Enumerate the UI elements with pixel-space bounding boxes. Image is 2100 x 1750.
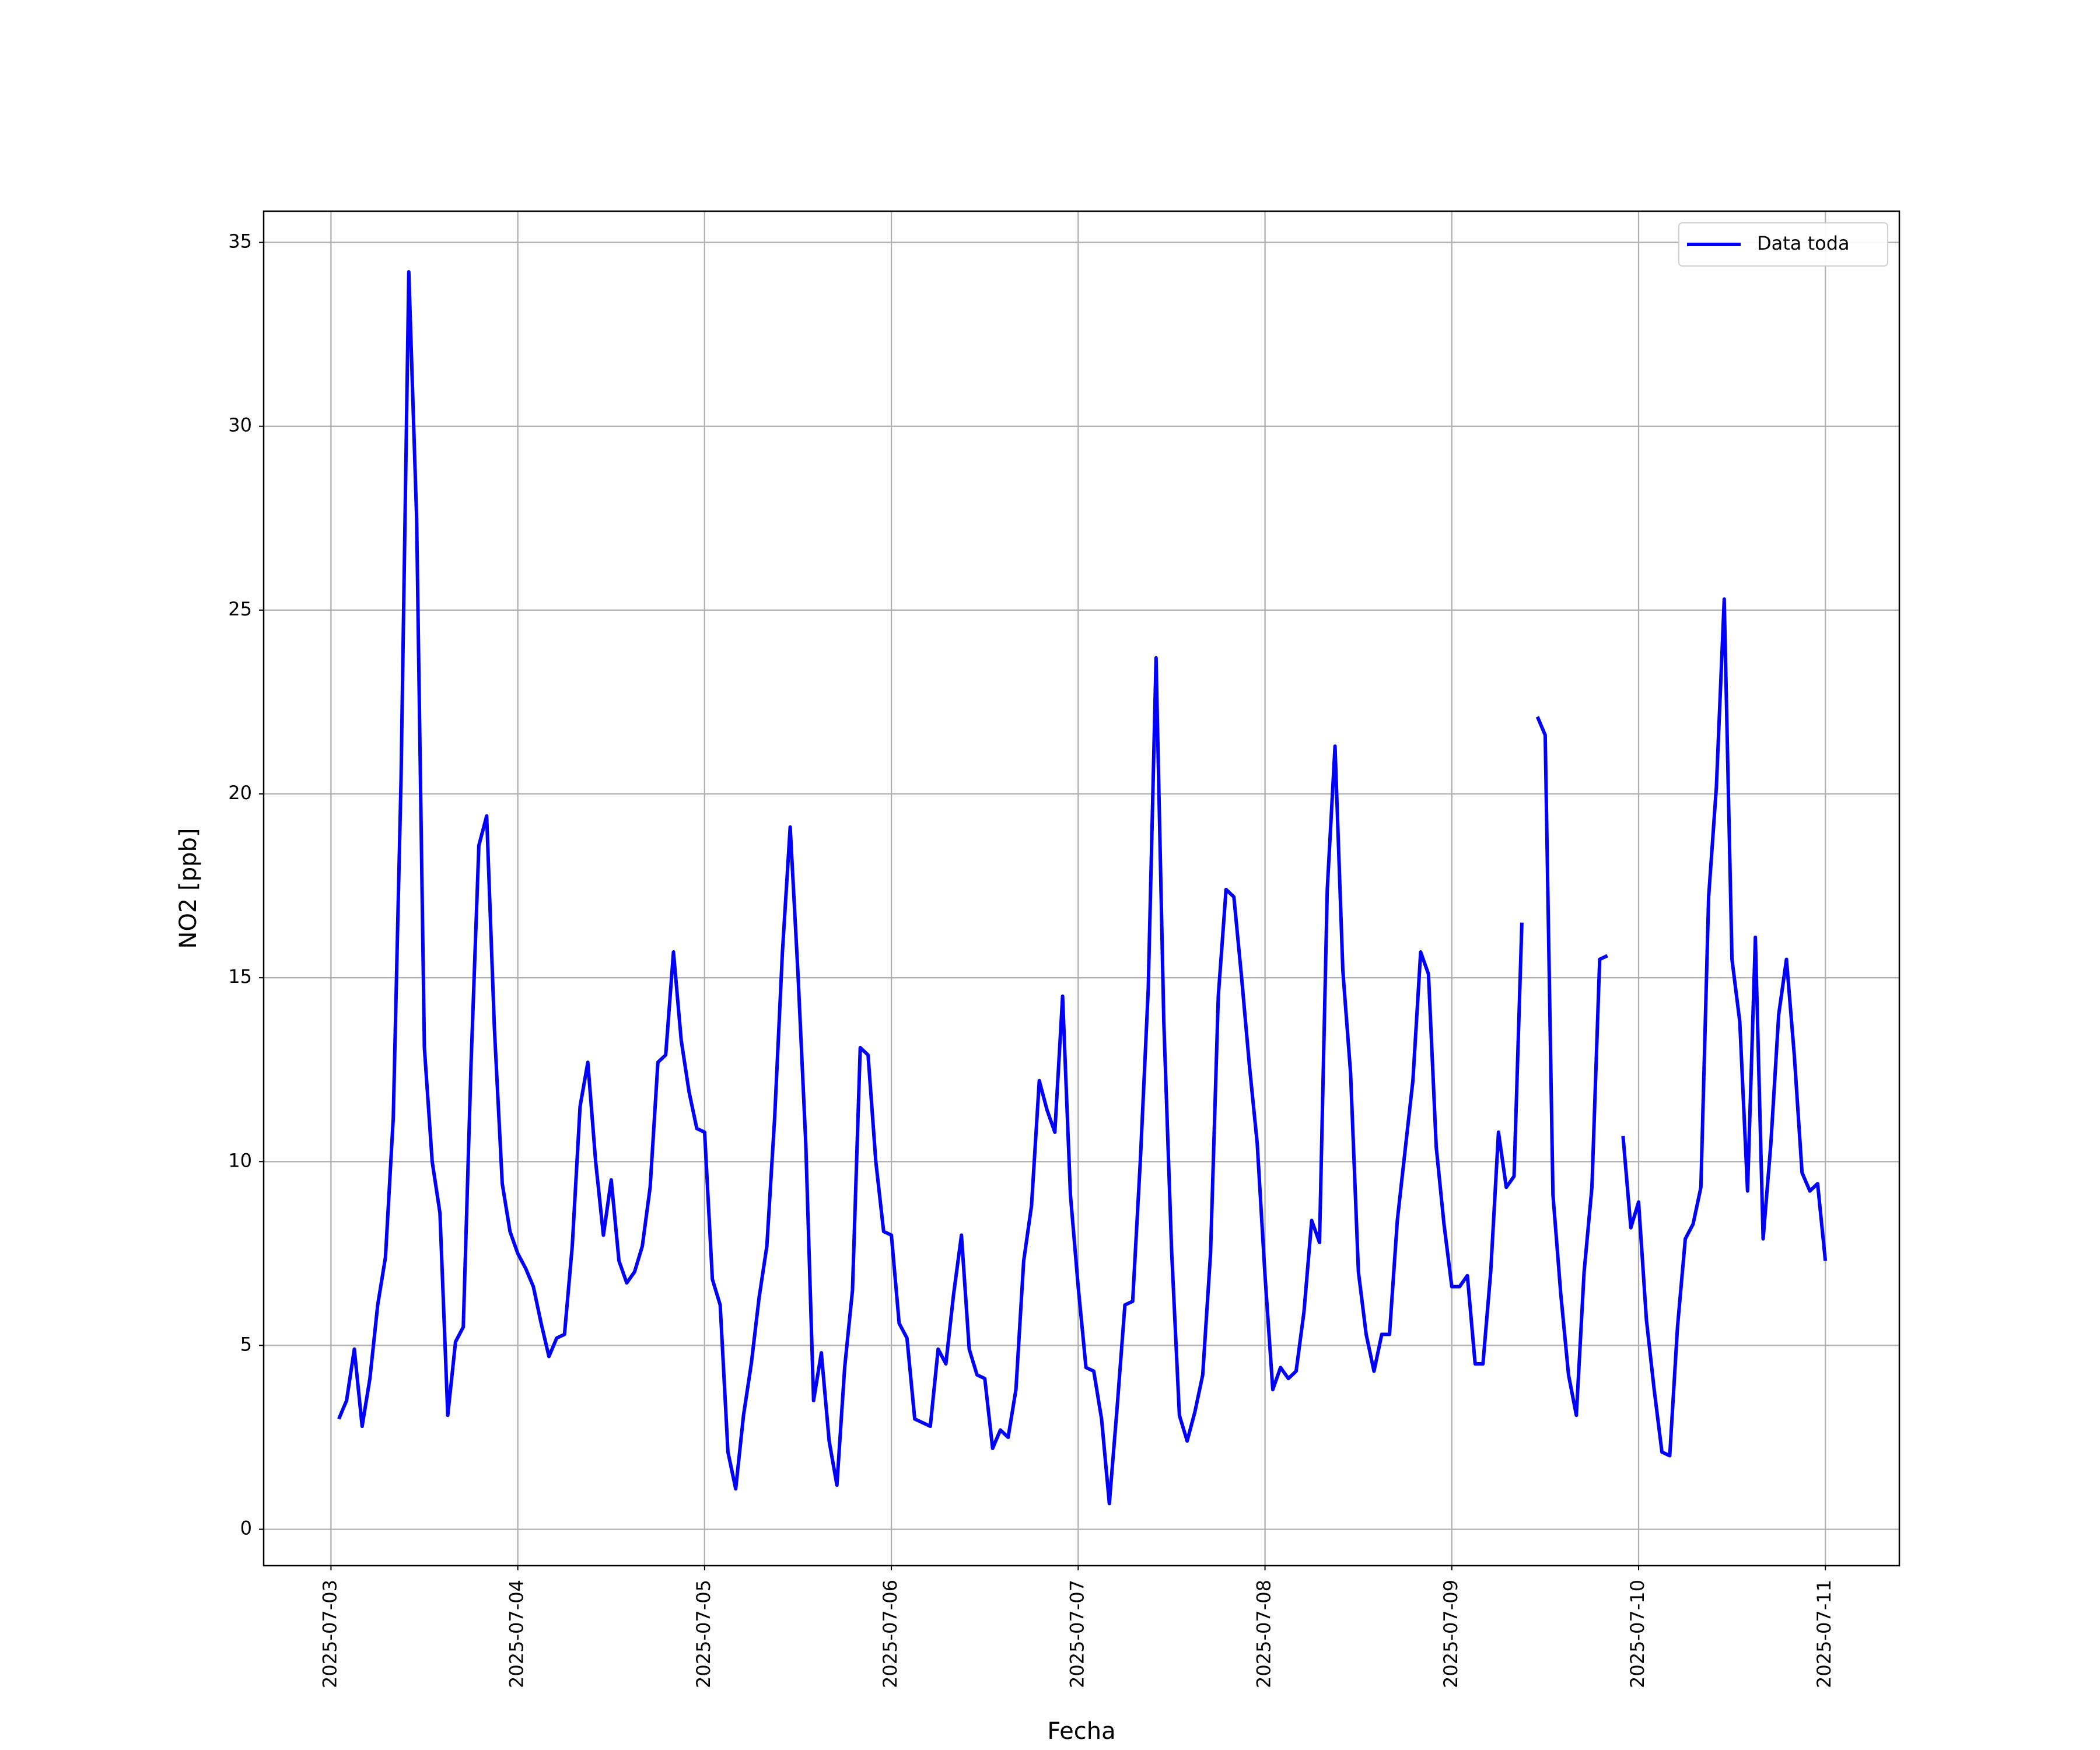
x-tick-label: 2025-07-08 [1253,1580,1275,1688]
x-tick-label: 2025-07-09 [1440,1580,1462,1688]
legend-box [1678,222,1888,267]
x-tick-label: 2025-07-11 [1813,1580,1835,1688]
x-axis-label: Fecha [1047,1718,1115,1745]
y-tick-label: 5 [240,1333,252,1355]
y-axis-label: NO2 [ppb] [175,828,202,949]
y-tick-label: 35 [228,230,252,253]
grid [264,211,1899,1566]
x-tick-label: 2025-07-03 [318,1580,341,1688]
x-tick-label: 2025-07-07 [1066,1580,1088,1688]
legend: Data toda [1678,222,1888,267]
y-tick-label: 15 [228,965,252,988]
y-tick-label: 25 [228,598,252,620]
lines [337,270,1828,1506]
x-tick-label: 2025-07-06 [879,1580,901,1688]
data-line [337,270,1828,1506]
y-tick-label: 0 [240,1517,252,1539]
legend-label: Data toda [1757,232,1850,254]
x-tick-label: 2025-07-05 [692,1580,715,1688]
plot-frame [262,210,1901,1567]
x-tick-label: 2025-07-04 [506,1580,528,1688]
x-tick-label: 2025-07-10 [1626,1580,1648,1688]
y-tick-label: 30 [228,414,252,436]
y-tick-label: 20 [228,782,252,804]
y-tick-label: 10 [228,1149,252,1171]
